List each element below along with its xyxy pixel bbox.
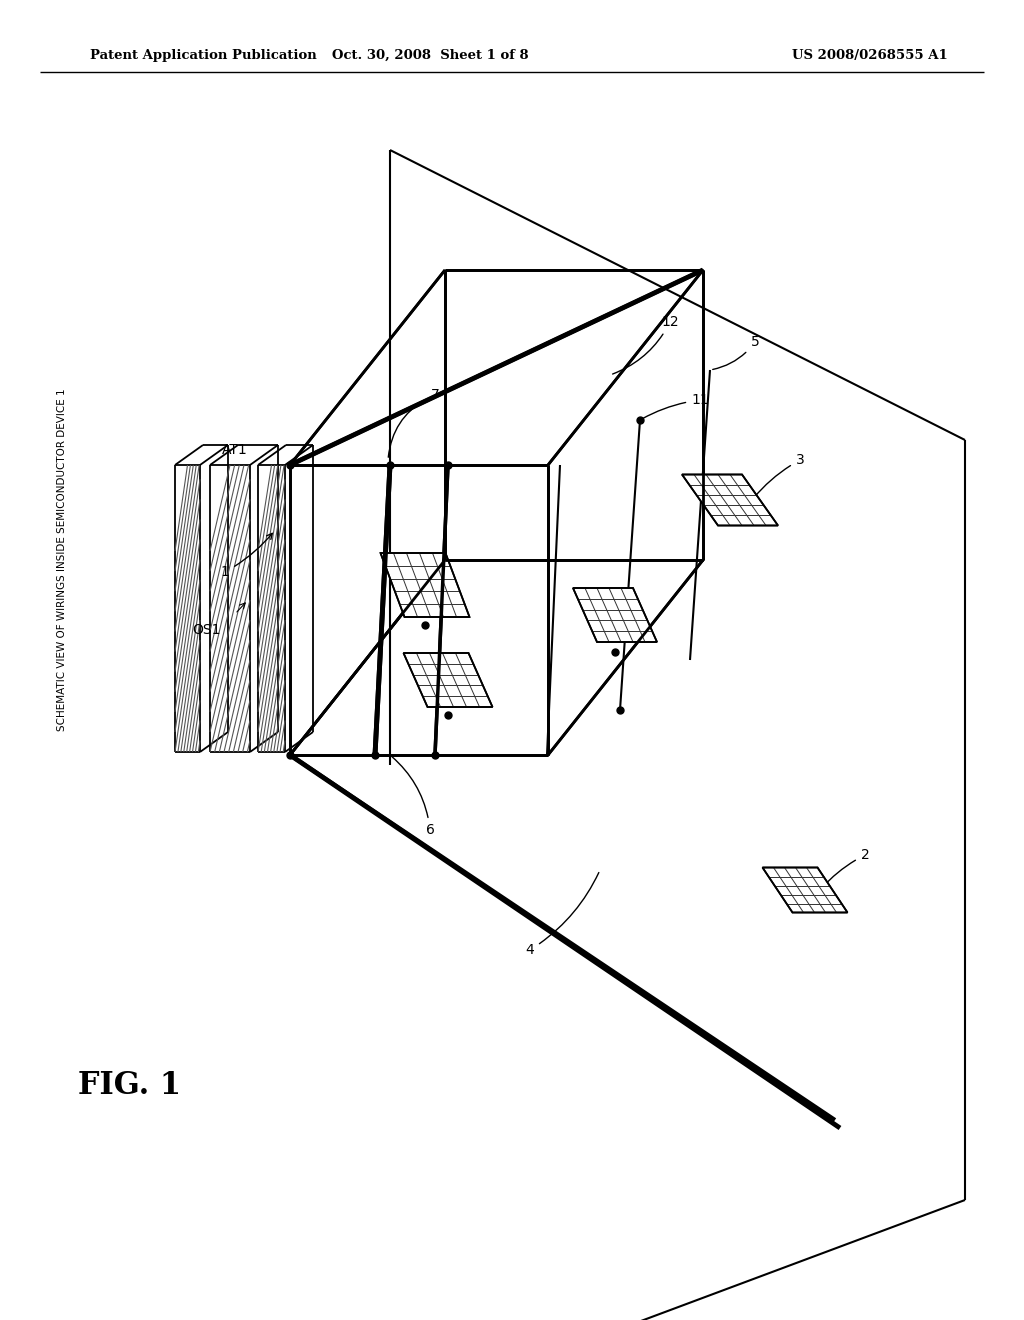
Polygon shape [573,587,657,642]
Polygon shape [682,474,778,525]
Text: Oct. 30, 2008  Sheet 1 of 8: Oct. 30, 2008 Sheet 1 of 8 [332,49,528,62]
Polygon shape [763,867,848,912]
Text: AT1: AT1 [222,444,248,457]
Text: 11: 11 [642,393,709,418]
Text: 6: 6 [392,756,434,837]
Text: 3: 3 [754,453,805,498]
Text: 2: 2 [822,847,869,888]
Text: US 2008/0268555 A1: US 2008/0268555 A1 [793,49,948,62]
Polygon shape [381,553,469,616]
Text: SCHEMATIC VIEW OF WIRINGS INSIDE SEMICONDUCTOR DEVICE 1: SCHEMATIC VIEW OF WIRINGS INSIDE SEMICON… [57,388,67,731]
Text: OS1: OS1 [193,623,220,638]
Text: 4: 4 [525,873,599,957]
Text: 7: 7 [388,388,439,457]
Text: 5: 5 [713,335,760,370]
Polygon shape [403,653,493,708]
Text: FIG. 1: FIG. 1 [78,1069,181,1101]
Text: Patent Application Publication: Patent Application Publication [90,49,316,62]
Text: 1: 1 [220,533,272,579]
Text: 12: 12 [612,315,679,374]
